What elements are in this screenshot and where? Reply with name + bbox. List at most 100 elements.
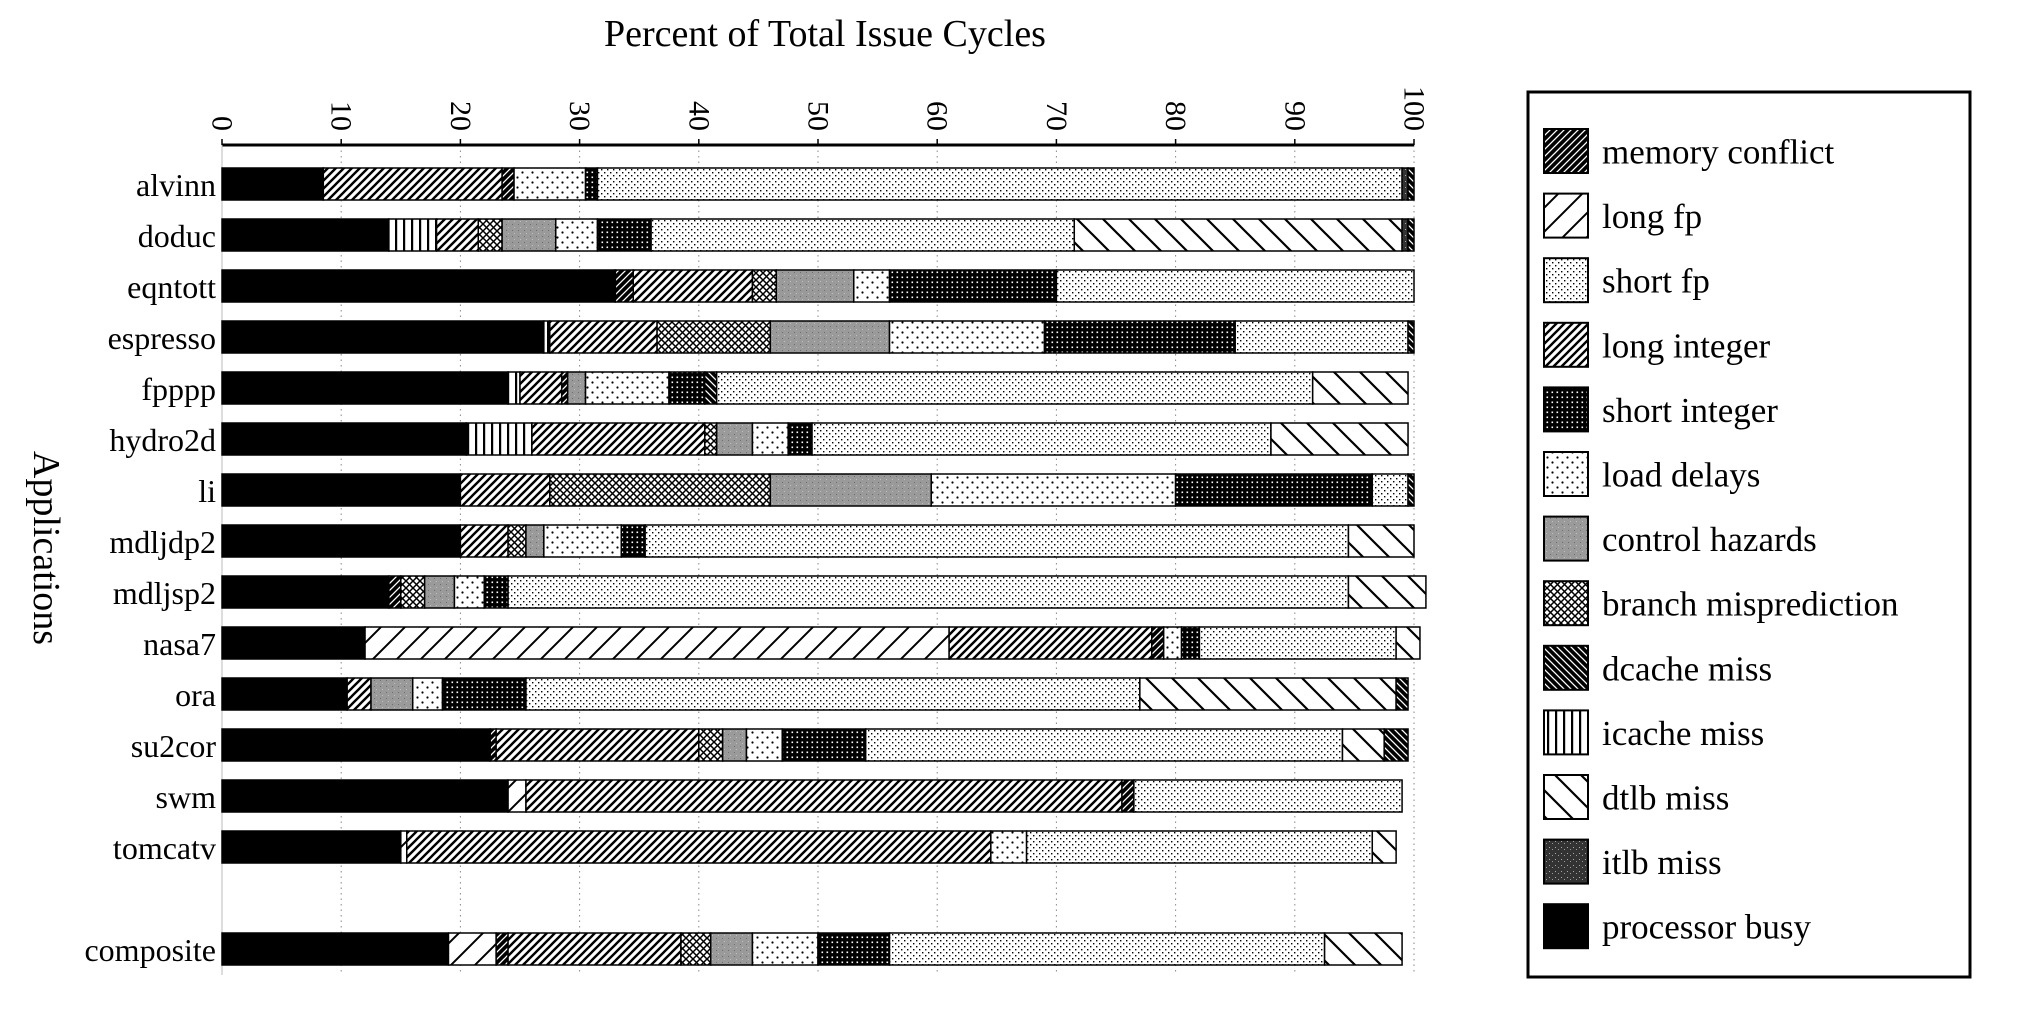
legend-item-short-integer: short integer xyxy=(1543,386,1778,433)
bar-segment-ora-processor-busy xyxy=(221,677,348,711)
bar-segment-fpppp-dtlb-miss xyxy=(1311,371,1409,405)
bar-segment-hydro2d-control-hazards xyxy=(715,422,754,456)
bar-segment-ora-short-integer xyxy=(441,677,527,711)
bar-segment-nasa7-load-delays xyxy=(1162,626,1183,660)
category-labels: alvinn doduc eqntott espresso fpppp hydro2d li… xyxy=(84,167,216,968)
bar-segment-eqntott-control-hazards xyxy=(775,269,855,303)
bar-segment-nasa7-long-fp xyxy=(364,626,950,660)
bar-row-mdljdp2 xyxy=(221,524,1415,558)
bar-segment-fpppp-short-fp xyxy=(715,371,1314,405)
legend-label-dcache-miss: dcache miss xyxy=(1602,649,1772,688)
x-tick-label-70: 70 xyxy=(1040,101,1073,131)
bar-segment-ora-dtlb-miss xyxy=(1139,677,1397,711)
bar-segment-mdljsp2-dtlb-miss xyxy=(1347,575,1427,609)
bar-segment-eqntott-long-integer xyxy=(632,269,754,303)
bar-segment-swm-memory-conflict xyxy=(1121,779,1135,813)
bar-segment-alvinn-dcache-miss xyxy=(1407,167,1415,201)
bar-segment-hydro2d-short-integer xyxy=(787,422,813,456)
bar-segment-su2cor-short-integer xyxy=(781,728,867,762)
legend-item-load-delays: load delays xyxy=(1543,451,1760,497)
bar-segment-eqntott-short-integer xyxy=(888,269,1058,303)
category-label-fpppp: fpppp xyxy=(141,371,216,407)
legend-swatch-memory-conflict xyxy=(1543,128,1589,174)
bar-segment-mdljsp2-branch-misprediction xyxy=(400,575,426,609)
bar-segment-espresso-dcache-miss xyxy=(1407,320,1415,354)
category-label-ora: ora xyxy=(175,677,216,713)
bar-row-mdljsp2 xyxy=(221,575,1427,609)
bar-segment-fpppp-load-delays xyxy=(584,371,670,405)
x-tick-label-40: 40 xyxy=(682,101,715,131)
x-tick-label-30: 30 xyxy=(563,101,596,131)
bar-segment-espresso-load-delays xyxy=(888,320,1046,354)
bar-segment-espresso-branch-misprediction xyxy=(656,320,772,354)
bar-segment-eqntott-processor-busy xyxy=(221,269,617,303)
bar-segment-swm-short-fp xyxy=(1133,779,1403,813)
bar-segment-tomcatv-load-delays xyxy=(990,830,1028,864)
category-label-doduc: doduc xyxy=(138,218,216,254)
x-tick-label-100: 100 xyxy=(1398,86,1431,131)
bar-segment-fpppp-processor-busy xyxy=(221,371,509,405)
bar-segment-espresso-processor-busy xyxy=(221,320,545,354)
category-label-mdljsp2: mdljsp2 xyxy=(113,575,216,611)
legend-swatch-processor-busy xyxy=(1543,903,1589,950)
bar-segment-espresso-short-integer xyxy=(1043,320,1236,354)
category-label-li: li xyxy=(198,473,216,509)
legend-swatch-long-fp xyxy=(1543,192,1589,239)
legend-item-control-hazards: control hazards xyxy=(1543,515,1817,562)
legend-label-long-integer: long integer xyxy=(1602,326,1770,365)
bar-segment-alvinn-short-fp xyxy=(596,167,1403,201)
bar-segment-li-long-integer xyxy=(459,473,551,507)
bar-segment-li-short-integer xyxy=(1174,473,1374,507)
bar-segment-ora-control-hazards xyxy=(370,677,414,711)
x-tick-label-20: 20 xyxy=(444,101,477,131)
bar-segment-composite-load-delays xyxy=(751,932,819,966)
legend-item-short-fp: short fp xyxy=(1543,257,1710,304)
category-label-su2cor: su2cor xyxy=(131,728,217,764)
legend-label-dtlb-miss: dtlb miss xyxy=(1602,779,1729,818)
bar-segment-alvinn-load-delays xyxy=(513,167,587,201)
bar-segment-nasa7-dtlb-miss xyxy=(1395,626,1421,660)
bar-segment-mdljdp2-processor-busy xyxy=(221,524,462,558)
x-axis-ticks: 0 10 20 30 40 50 60 70 80 90 100 xyxy=(206,86,1431,975)
bar-row-alvinn xyxy=(221,167,1415,201)
bar-segment-fpppp-icache-miss xyxy=(507,371,521,405)
bar-segment-su2cor-memory-conflict xyxy=(489,728,497,762)
bar-segment-mdljdp2-load-delays xyxy=(543,524,623,558)
legend-label-long-fp: long fp xyxy=(1602,197,1702,236)
bar-segment-doduc-long-integer xyxy=(435,218,480,252)
bar-segment-doduc-itlb-miss xyxy=(1401,218,1409,252)
bar-segment-eqntott-short-fp xyxy=(1055,269,1415,303)
category-label-hydro2d: hydro2d xyxy=(109,422,216,458)
legend-label-load-delays: load delays xyxy=(1602,456,1760,495)
y-axis-label: Applications xyxy=(25,451,67,645)
legend-swatch-load-delays xyxy=(1543,451,1589,497)
legend-swatch-long-integer xyxy=(1543,321,1589,368)
bar-segment-fpppp-long-integer xyxy=(519,371,563,405)
bar-segment-mdljdp2-control-hazards xyxy=(525,524,545,558)
category-label-alvinn: alvinn xyxy=(136,167,216,203)
bar-segment-nasa7-processor-busy xyxy=(221,626,366,660)
bar-segment-composite-dtlb-miss xyxy=(1323,932,1403,966)
bar-segment-mdljsp2-control-hazards xyxy=(423,575,456,609)
bar-segment-doduc-processor-busy xyxy=(221,218,390,252)
legend-label-memory-conflict: memory conflict xyxy=(1602,133,1835,172)
bar-segment-fpppp-short-integer xyxy=(668,371,706,405)
bar-segment-eqntott-branch-misprediction xyxy=(751,269,778,303)
bar-segment-espresso-long-integer xyxy=(549,320,658,354)
bar-segment-tomcatv-short-fp xyxy=(1025,830,1374,864)
bar-segment-su2cor-branch-misprediction xyxy=(698,728,724,762)
bar-segment-hydro2d-dtlb-miss xyxy=(1270,422,1409,456)
x-tick-label-90: 90 xyxy=(1278,101,1311,131)
bar-segment-tomcatv-long-fp xyxy=(400,830,408,864)
bar-segment-su2cor-processor-busy xyxy=(221,728,491,762)
bar-row-nasa7 xyxy=(221,626,1421,660)
bar-segment-hydro2d-long-integer xyxy=(531,422,706,456)
bar-segment-alvinn-processor-busy xyxy=(221,167,325,201)
bar-segment-eqntott-memory-conflict xyxy=(614,269,634,303)
legend-swatch-branch-misprediction xyxy=(1543,580,1589,627)
x-tick-label-60: 60 xyxy=(921,101,954,131)
bar-segment-hydro2d-short-fp xyxy=(811,422,1272,456)
legend-item-icache-miss: icache miss xyxy=(1543,709,1764,756)
bar-segment-tomcatv-long-integer xyxy=(406,830,992,864)
